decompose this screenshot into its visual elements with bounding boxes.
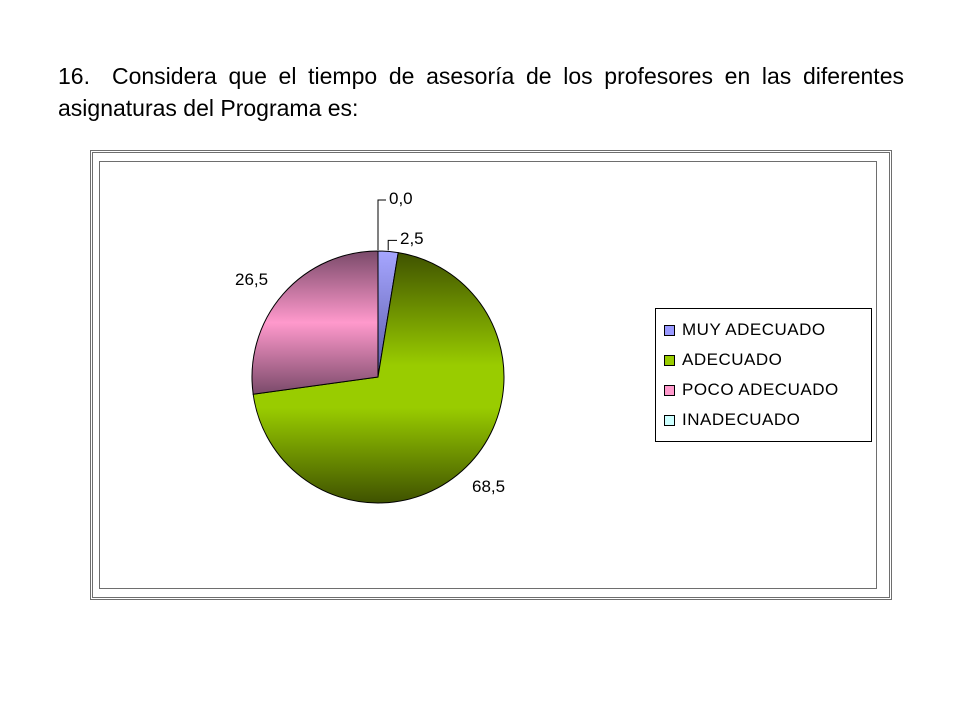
legend-item-inadecuado: INADECUADO <box>664 405 871 435</box>
legend-label-poco-adecuado: POCO ADECUADO <box>682 380 839 399</box>
legend-swatch-muy-adecuado <box>664 324 675 336</box>
legend-item-muy-adecuado: MUY ADECUADO <box>664 315 871 345</box>
legend-item-adecuado: ADECUADO <box>664 345 871 375</box>
legend-item-poco-adecuado: POCO ADECUADO <box>664 375 871 405</box>
chart-legend: MUY ADECUADO ADECUADO POCO ADECUADO INAD… <box>655 308 872 442</box>
legend-label-adecuado: ADECUADO <box>682 350 783 369</box>
question-text: 16. Considera que el tiempo de asesoría d… <box>58 60 904 124</box>
legend-swatch-poco-adecuado <box>664 384 675 396</box>
legend-label-inadecuado: INADECUADO <box>682 410 801 429</box>
legend-label-muy-adecuado: MUY ADECUADO <box>682 320 826 339</box>
legend-swatch-adecuado <box>664 354 675 366</box>
question-body: Considera que el tiempo de asesoría de l… <box>58 63 904 121</box>
legend-swatch-inadecuado <box>664 414 675 426</box>
question-number: 16. <box>58 63 90 89</box>
